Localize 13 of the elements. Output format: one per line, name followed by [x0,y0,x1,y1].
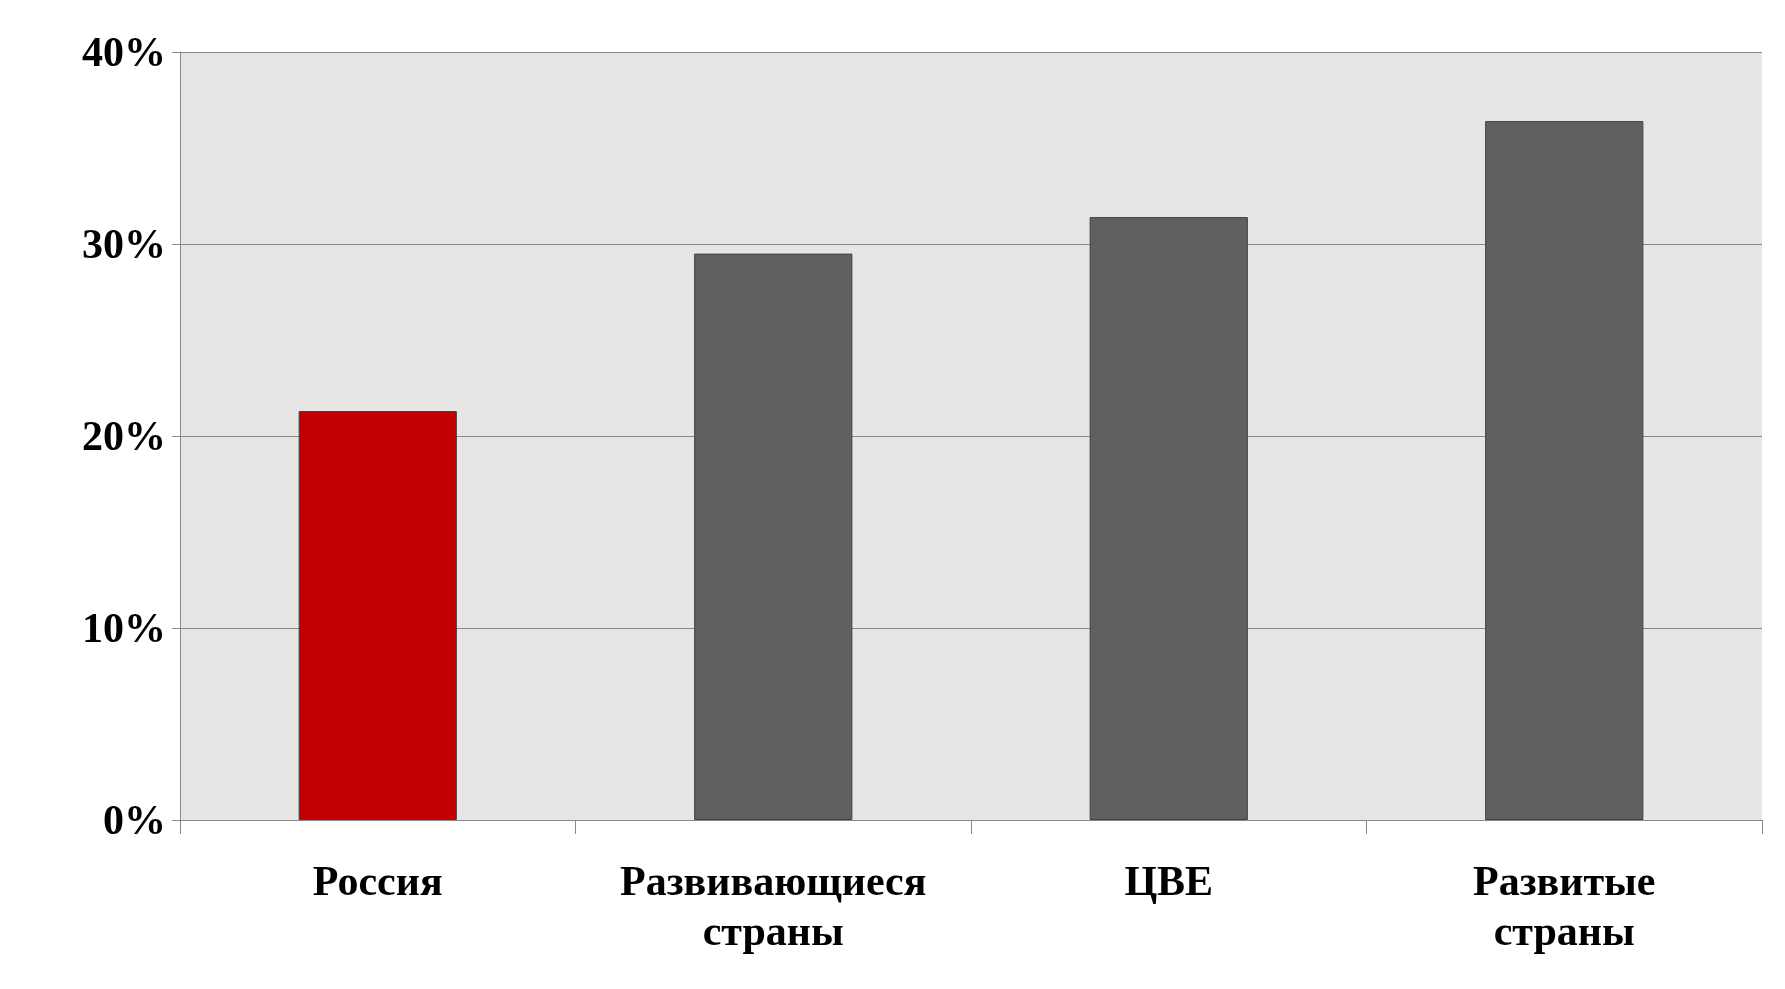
bar [694,253,853,820]
x-tick-label: Россия [312,858,443,904]
y-tick-label: 30% [82,221,166,267]
bar [1485,121,1644,820]
x-tick-label: Развитые страны [1473,858,1656,954]
bar [1089,217,1248,820]
bar [298,411,457,820]
x-tick-label: Развивающиеся страны [620,858,927,954]
y-tick-label: 40% [82,29,166,75]
y-tick-label: 0% [103,797,166,843]
x-tick-label: ЦВЕ [1124,858,1214,904]
y-tick-label: 10% [82,605,166,651]
y-tick-label: 20% [82,413,166,459]
